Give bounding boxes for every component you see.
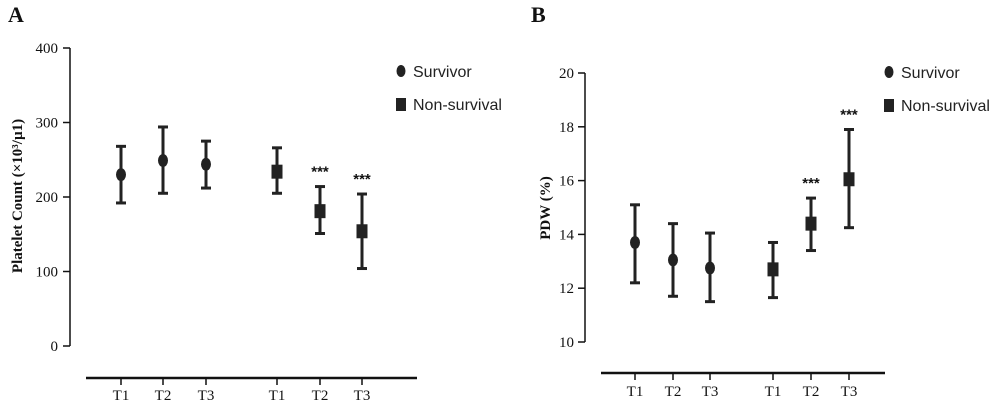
data-point-non-survival	[315, 204, 326, 218]
x-tick-label: T2	[155, 388, 172, 404]
data-point-survivor	[158, 154, 168, 167]
panel-letter: B	[531, 2, 546, 27]
significance-label: ***	[311, 164, 329, 181]
data-point-survivor	[630, 236, 640, 249]
data-point-survivor	[116, 168, 126, 181]
x-tick-label: T1	[113, 388, 130, 404]
significance-label: ***	[353, 171, 371, 188]
y-tick-label: 20	[559, 66, 574, 82]
x-tick-label: T3	[198, 388, 215, 404]
data-point-survivor	[705, 262, 715, 275]
legend-marker-survivor	[397, 65, 406, 77]
panel-letter: A	[8, 2, 24, 27]
y-tick-label: 300	[36, 116, 59, 132]
x-tick-label: T1	[269, 388, 286, 404]
x-tick-label: T3	[841, 384, 858, 400]
y-tick-label: 10	[559, 335, 574, 351]
chart-panel-a: A 0 100 200 300 400 Platelet Count (×10³/µ1) T1…	[8, 2, 502, 404]
y-tick-label: 18	[559, 120, 574, 136]
legend-marker-non-survival	[396, 98, 406, 111]
figure: A 0 100 200 300 400 Platelet Count (×10³/µ1) T1…	[0, 0, 1000, 413]
data-point-non-survival	[806, 217, 817, 231]
y-tick-label: 16	[559, 174, 575, 190]
y-axis-title: Platelet Count (×10³/µ1)	[10, 119, 26, 273]
y-tick-label: 100	[36, 265, 59, 281]
data-point-non-survival	[768, 262, 779, 276]
y-tick-label: 400	[36, 41, 59, 57]
x-tick-label: T3	[702, 384, 719, 400]
y-tick-label: 0	[51, 339, 59, 355]
significance-label: ***	[840, 106, 858, 123]
x-tick-label: T1	[627, 384, 644, 400]
legend-marker-non-survival	[884, 99, 894, 112]
x-tick-label: T2	[803, 384, 820, 400]
legend-label: Survivor	[413, 64, 472, 81]
data-point-non-survival	[272, 165, 283, 179]
legend-marker-survivor	[885, 66, 894, 78]
x-tick-label: T2	[312, 388, 329, 404]
legend-label: Survivor	[901, 65, 960, 82]
chart-panel-b: B 10 12 14 16 18 20 PDW (%) T1 T2 T3 T1 T2 T3 *** *** Su…	[531, 2, 990, 400]
data-point-non-survival	[844, 172, 855, 186]
y-axis-title: PDW (%)	[538, 176, 554, 239]
data-point-non-survival	[357, 224, 368, 238]
data-point-survivor	[201, 158, 211, 171]
x-tick-label: T3	[354, 388, 371, 404]
x-tick-label: T1	[765, 384, 782, 400]
y-tick-label: 200	[36, 190, 59, 206]
data-point-survivor	[668, 253, 678, 266]
x-tick-label: T2	[665, 384, 682, 400]
y-tick-label: 14	[559, 227, 575, 243]
legend-label: Non-survival	[901, 98, 990, 115]
y-tick-label: 12	[559, 281, 574, 297]
significance-label: ***	[802, 175, 820, 192]
legend-label: Non-survival	[413, 97, 502, 114]
